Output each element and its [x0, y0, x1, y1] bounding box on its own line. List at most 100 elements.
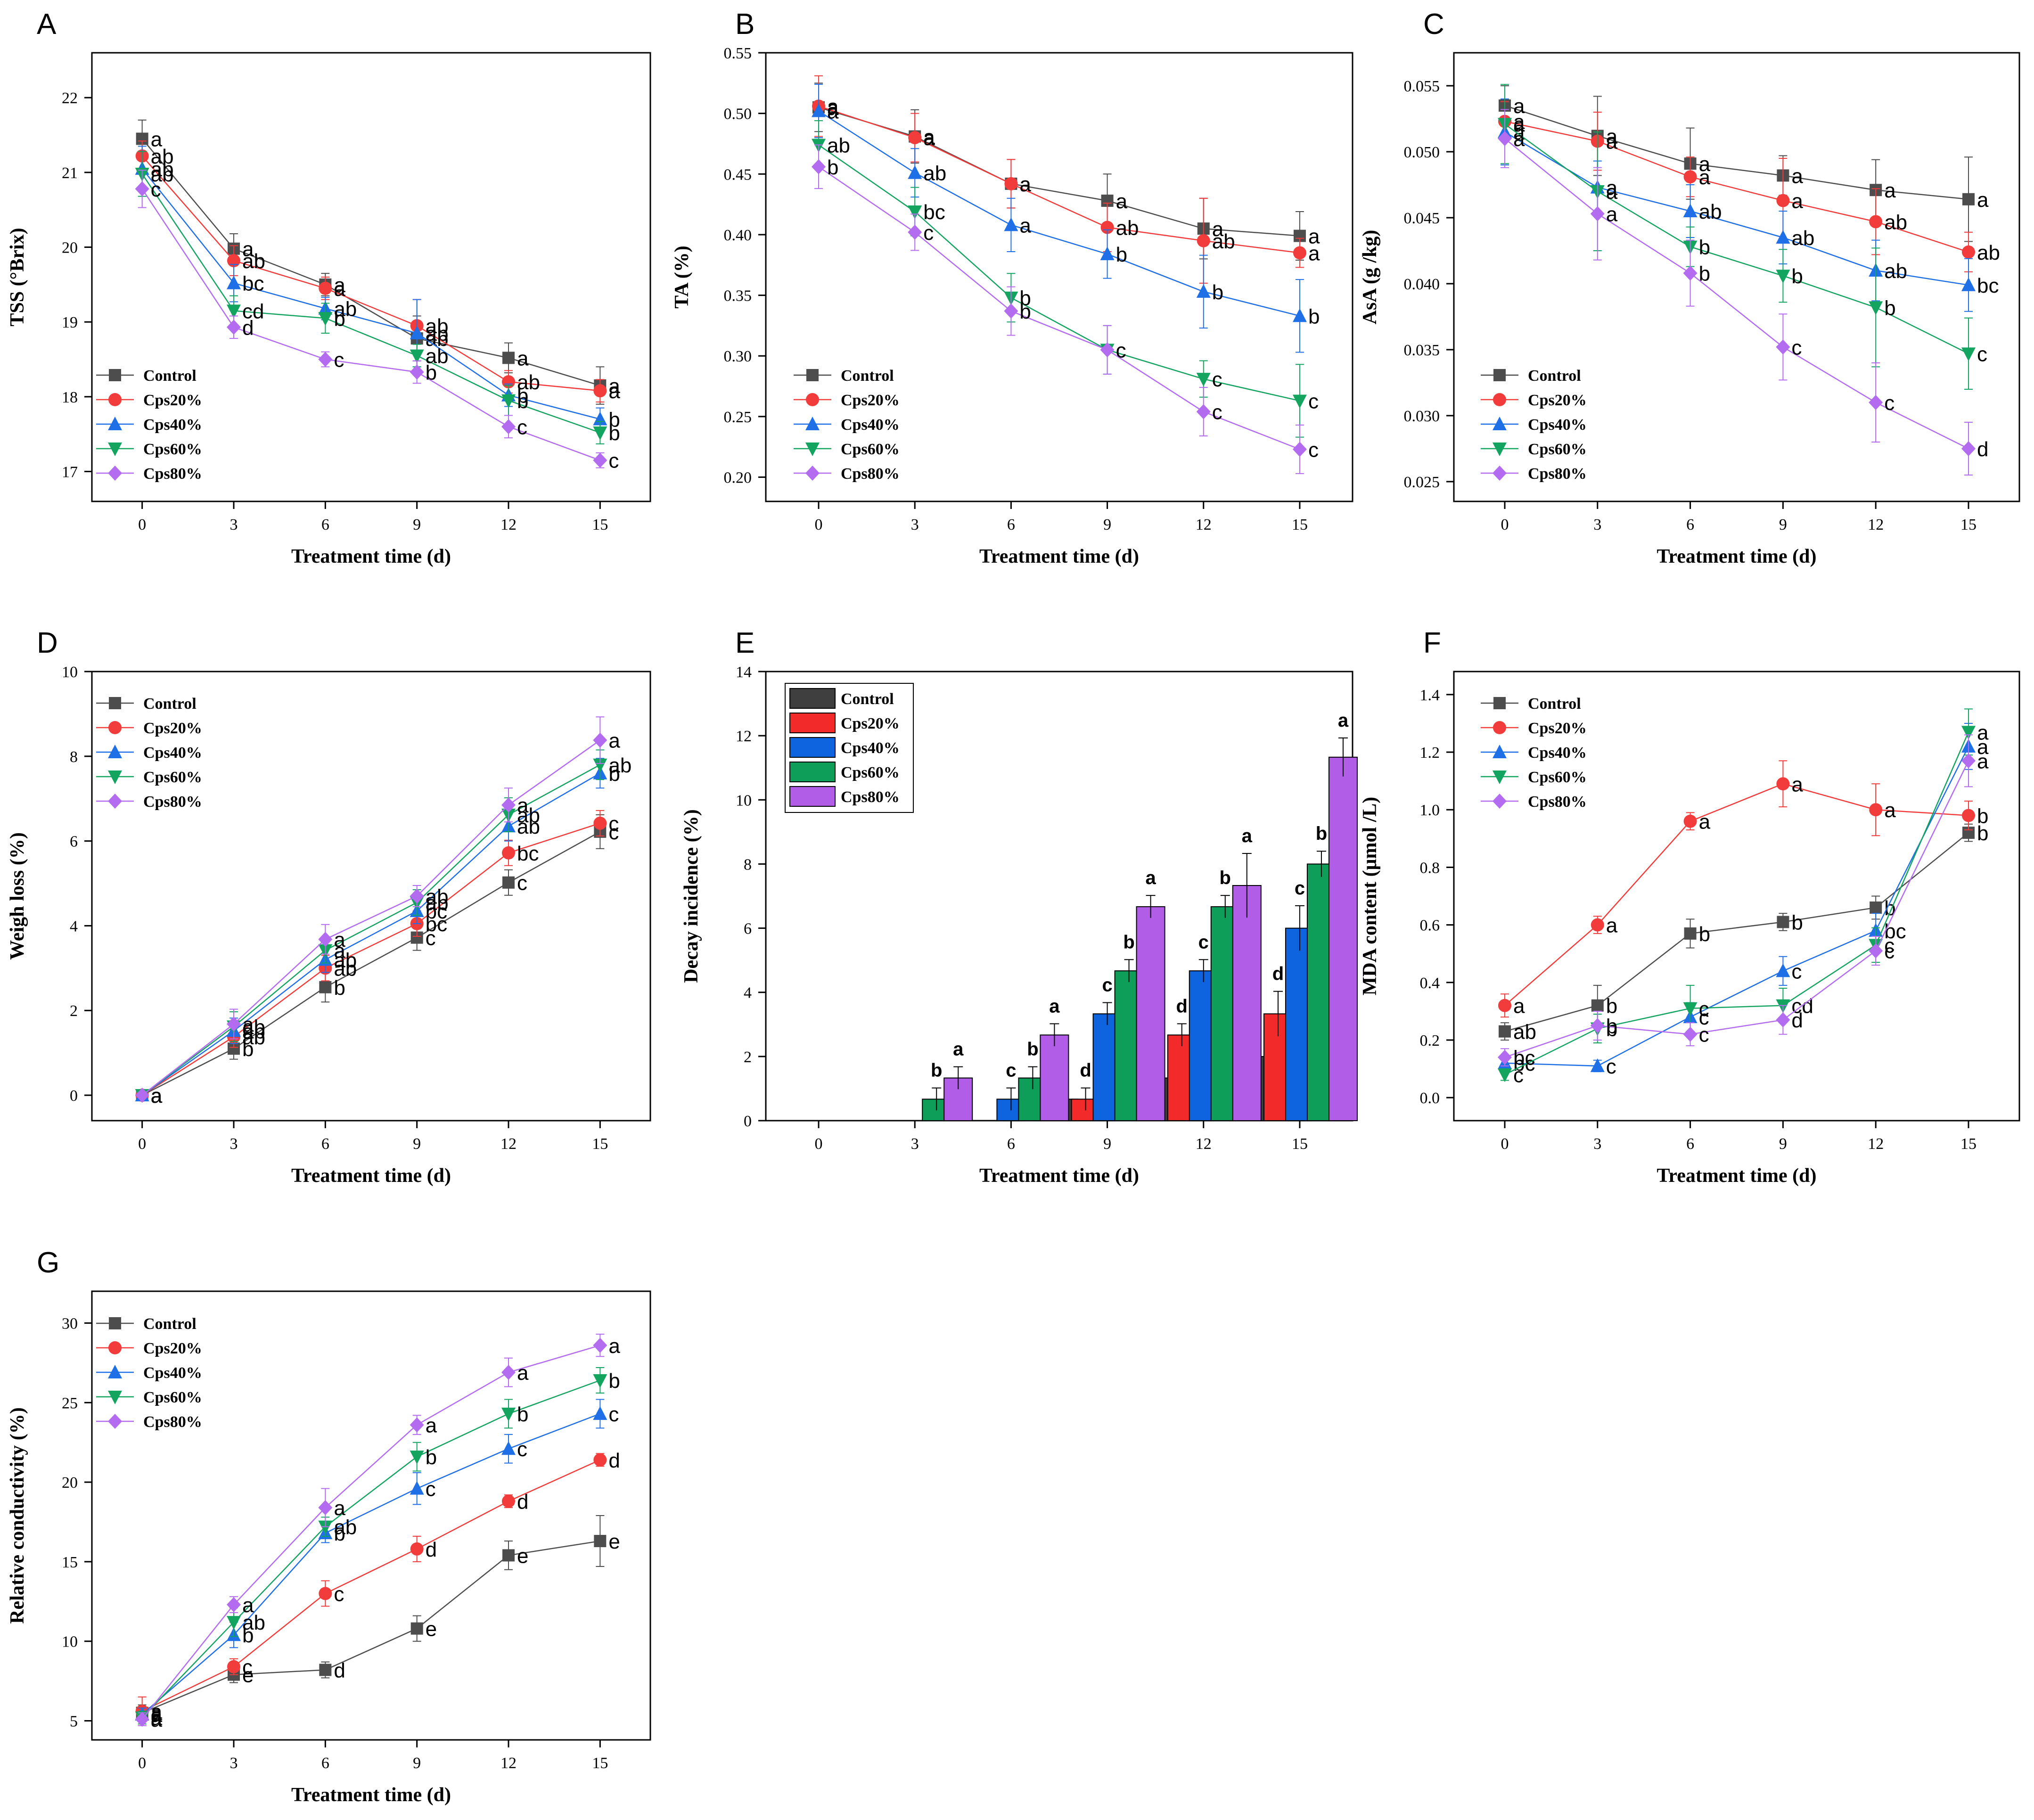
y-tick-label: 0.055 — [1404, 78, 1440, 95]
significance-letter: a — [1019, 214, 1031, 237]
legend-label: Cps60% — [143, 441, 202, 458]
data-point — [226, 304, 241, 319]
legend-marker — [1493, 466, 1507, 481]
significance-letter: b — [242, 1038, 254, 1061]
legend-marker — [108, 1391, 122, 1404]
data-point — [908, 131, 922, 145]
significance-letter: a — [242, 238, 254, 261]
significance-letter: a — [426, 1414, 437, 1437]
x-tick-label: 12 — [1196, 516, 1212, 533]
significance-letter: b — [1019, 300, 1031, 323]
legend-marker — [1493, 369, 1506, 381]
data-point — [226, 1597, 241, 1613]
x-tick-label: 3 — [911, 1135, 919, 1153]
x-tick-label: 0 — [815, 1135, 823, 1153]
x-tick-label: 12 — [500, 516, 517, 533]
legend: Control Cps20% Cps40% Cps60% Cps80% — [794, 367, 900, 483]
data-point — [594, 1535, 607, 1548]
y-tick-label: 0.050 — [1404, 144, 1440, 161]
data-point — [1684, 927, 1697, 940]
y-tick-label: 0.040 — [1404, 276, 1440, 293]
series-line — [142, 1540, 600, 1713]
significance-letter: b — [1123, 932, 1134, 952]
significance-letter: c — [1198, 932, 1209, 952]
panel-letter: E — [735, 627, 755, 659]
series-line — [1504, 138, 1969, 450]
bar — [1136, 906, 1165, 1122]
legend-item-cps60: Cps60% — [794, 441, 900, 458]
x-tick-label: 0 — [138, 516, 146, 533]
significance-letter: a — [151, 1708, 163, 1731]
significance-letter: b — [608, 408, 620, 431]
significance-letter: ab — [1212, 230, 1235, 253]
significance-letter: ab — [923, 162, 946, 185]
significance-letter: b — [931, 1060, 942, 1081]
data-point — [1776, 963, 1790, 977]
significance-letter: a — [151, 1084, 163, 1107]
data-point — [410, 1481, 424, 1495]
significance-letter: a — [1884, 179, 1896, 202]
x-tick-label: 9 — [413, 516, 421, 533]
data-point — [1498, 131, 1512, 146]
data-point — [1196, 373, 1211, 387]
data-point — [501, 797, 516, 813]
data-point — [226, 275, 241, 289]
data-point — [1961, 441, 1976, 456]
significance-letter: e — [517, 1544, 528, 1567]
x-tick-label: 15 — [1292, 516, 1308, 533]
significance-letter: ab — [1884, 211, 1907, 234]
bar — [1232, 885, 1262, 1121]
legend-label: Cps40% — [841, 416, 900, 434]
data-point — [502, 1494, 516, 1508]
legend-marker — [109, 369, 121, 381]
x-axis-title: Treatment time (d) — [1657, 1165, 1817, 1187]
data-point — [1196, 284, 1211, 298]
legend: Control Cps20% Cps40% Cps60% Cps80% — [1481, 367, 1587, 483]
significance-letter: a — [1791, 164, 1803, 188]
bar — [1040, 1034, 1069, 1121]
x-axis-title: Treatment time (d) — [291, 1165, 451, 1187]
legend: Control Cps20% Cps40% Cps60% Cps80% — [1481, 695, 1587, 811]
y-tick-label: 0.40 — [724, 227, 752, 244]
y-tick-label: 0.4 — [1420, 975, 1440, 992]
significance-letter: c — [1791, 960, 1802, 983]
data-point — [318, 932, 333, 947]
legend-label: Control — [1528, 695, 1581, 713]
y-tick-label: 0 — [70, 1087, 78, 1105]
series-line — [142, 831, 600, 1096]
legend-label: Control — [143, 367, 197, 385]
significance-letter: a — [1308, 225, 1320, 248]
y-axis-title: TA (%) — [671, 246, 693, 308]
significance-letter: ab — [151, 158, 174, 181]
data-point — [593, 1374, 607, 1388]
series-line — [818, 144, 1300, 402]
significance-letter: a — [827, 100, 839, 123]
data-point — [1683, 170, 1697, 184]
significance-letter: e — [608, 1530, 620, 1553]
legend-item-cps60: Cps60% — [96, 769, 202, 786]
data-point — [1004, 303, 1018, 319]
legend-label: Cps20% — [143, 1340, 202, 1357]
significance-letter: b — [827, 156, 838, 179]
series-line — [1504, 746, 1969, 1067]
significance-letter: ab — [426, 315, 449, 338]
y-tick-label: 4 — [744, 984, 752, 1002]
plot-frame — [91, 671, 651, 1122]
legend-item-control: Control — [1481, 695, 1581, 713]
significance-letter: bc — [923, 201, 945, 224]
panel-letter: C — [1423, 8, 1444, 41]
significance-letter: bc — [426, 900, 447, 923]
data-point — [1962, 193, 1975, 205]
plot-frame — [91, 52, 651, 502]
significance-letter: b — [1316, 823, 1327, 844]
y-tick-label: 8 — [70, 748, 78, 766]
series-cps20: a a a a a b — [1498, 760, 1988, 1018]
y-tick-label: 10 — [62, 664, 78, 681]
y-axis-title: Weigh loss (%) — [7, 832, 28, 960]
data-point — [1776, 777, 1790, 791]
data-point — [593, 758, 607, 772]
significance-letter: a — [151, 1707, 163, 1730]
data-point — [1869, 395, 1883, 410]
